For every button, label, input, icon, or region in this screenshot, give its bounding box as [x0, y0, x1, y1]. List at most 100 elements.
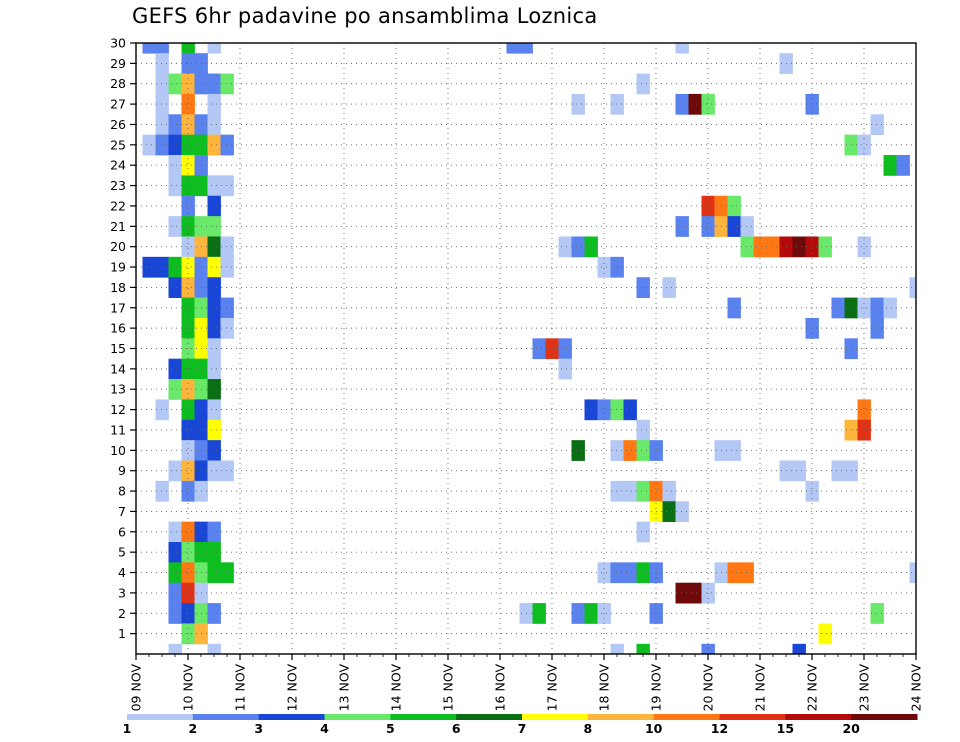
heatmap-cell [168, 277, 182, 298]
legend-label: 7 [518, 721, 527, 736]
heatmap-cell [207, 277, 221, 298]
heatmap-cell [142, 134, 156, 156]
x-tick-label: 18 NOV [597, 664, 612, 712]
heatmap-cell [597, 256, 611, 278]
heatmap-cell [181, 236, 195, 258]
y-tick-label: 13 [110, 382, 126, 397]
heatmap-cell [636, 480, 650, 502]
heatmap-cell [506, 43, 520, 54]
y-tick-label: 24 [110, 158, 126, 173]
dotted-grid [136, 42, 916, 654]
heatmap-cell [623, 399, 637, 421]
legend-swatch [719, 714, 786, 720]
legend-label: 1 [123, 721, 132, 736]
heatmap-cell [636, 562, 650, 584]
heatmap-cell [805, 236, 819, 258]
heatmap-cell [207, 419, 221, 441]
heatmap-cell [792, 643, 806, 655]
legend-label: 10 [645, 721, 663, 736]
heatmap-cell [740, 216, 754, 237]
heatmap-cell [168, 358, 182, 380]
x-tick-label: 21 NOV [753, 664, 768, 712]
x-tick-label: 12 NOV [285, 664, 300, 712]
legend-swatch [324, 714, 391, 720]
heatmap-cell [207, 134, 221, 156]
heatmap-cell [610, 256, 624, 278]
y-tick-label: 7 [118, 504, 126, 519]
heatmap-cell [870, 317, 884, 339]
heatmap-cell [168, 603, 182, 624]
heatmap-cell [168, 134, 182, 156]
heatmap-cell [207, 399, 221, 421]
heatmap-cell [636, 643, 650, 655]
legend-swatch [456, 714, 523, 720]
legend-swatch [522, 714, 589, 720]
heatmap-cell [727, 195, 741, 217]
heatmap-cell [870, 114, 884, 136]
heatmap-cell [155, 134, 169, 156]
y-tick-label: 21 [110, 219, 126, 234]
legend-label: 4 [320, 721, 329, 736]
heatmap-cell [831, 297, 845, 319]
legend-label: 2 [188, 721, 197, 736]
y-tick-label: 29 [110, 56, 126, 71]
heatmap-cell [623, 440, 637, 461]
heatmap-cell [168, 562, 182, 584]
y-tick-label: 19 [110, 260, 126, 275]
heatmap-cell [610, 440, 624, 461]
x-tick-label: 16 NOV [493, 664, 508, 712]
y-tick-label: 17 [110, 300, 126, 315]
heatmap-cell [207, 195, 221, 217]
heatmap-cell [207, 440, 221, 461]
heatmap-cell [623, 562, 637, 584]
heatmap-cell [597, 562, 611, 584]
heatmap-cell [610, 562, 624, 584]
heatmap-cell [519, 43, 533, 54]
heatmap-cell [701, 93, 715, 115]
y-axis-ticks: 1234567891011121314151617181920212223242… [110, 36, 136, 641]
legend-label: 5 [386, 721, 395, 736]
heatmap-cell [675, 582, 689, 604]
heatmap-cell [168, 460, 182, 482]
heatmap-cell [610, 643, 624, 655]
heatmap-cell [168, 379, 182, 400]
heatmap-cell [220, 175, 234, 197]
heatmap-cell [857, 399, 871, 421]
heatmap-cell [857, 297, 871, 319]
heatmap-cell [181, 175, 195, 197]
heatmap-cell [155, 93, 169, 115]
heatmap-cell [168, 256, 182, 278]
heatmap-cell [857, 419, 871, 441]
heatmap-cell [181, 521, 195, 543]
heatmap-cell [883, 297, 897, 319]
y-tick-label: 1 [118, 626, 126, 641]
legend-swatch [587, 714, 655, 720]
heatmap-cell [155, 399, 169, 421]
legend-swatch [127, 714, 194, 720]
heatmap-cell [207, 236, 221, 258]
heatmap-cell [831, 460, 845, 482]
heatmap-cell [610, 93, 624, 115]
heatmap-cell [207, 521, 221, 543]
heatmap-cell [636, 521, 650, 543]
heatmap-cell [792, 236, 806, 258]
heatmap-cell [181, 134, 195, 156]
x-axis-ticks: 09 NOV 10 NOV 11 NOV 12 NOV 13 NOV 14 NOV 15 N… [129, 654, 924, 711]
heatmap-cell [701, 195, 715, 217]
x-tick-label: 22 NOV [805, 664, 820, 712]
heatmap-cell [623, 480, 637, 502]
x-tick-label: 19 NOV [649, 664, 664, 712]
heatmap-cell [207, 256, 221, 278]
legend-swatch [851, 714, 918, 720]
y-tick-label: 23 [110, 178, 126, 193]
heatmap-cell [675, 43, 689, 54]
heatmap-cell [207, 114, 221, 136]
heatmap-cell [155, 256, 169, 278]
y-tick-label: 20 [110, 239, 126, 254]
heatmap-cell [675, 93, 689, 115]
y-tick-label: 4 [118, 565, 126, 580]
heatmap-cell [740, 236, 754, 258]
heatmap-cell [220, 562, 234, 584]
y-tick-label: 3 [118, 585, 126, 600]
